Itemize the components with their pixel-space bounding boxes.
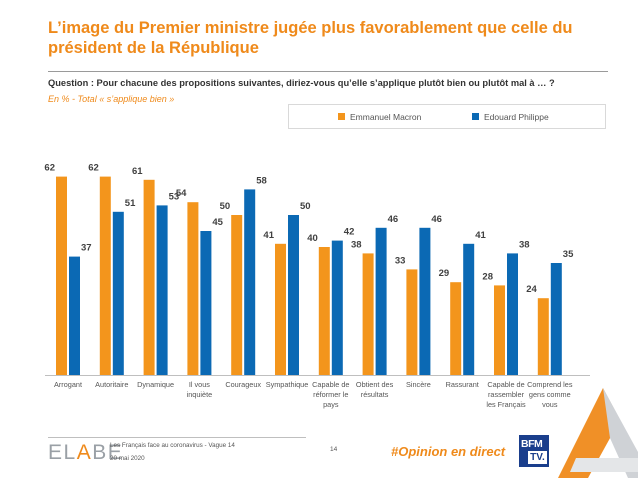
logo-part-1: EL — [48, 441, 77, 464]
logo-part-2: A — [76, 441, 93, 464]
bar-philippe-9 — [463, 243, 475, 375]
category-label-7-0: Obtient des — [356, 380, 394, 389]
bar-macron-9 — [450, 282, 462, 375]
category-label-6-2: pays — [323, 400, 339, 409]
bar-macron-7 — [362, 253, 374, 375]
category-label-1-0: Autoritaire — [95, 380, 128, 389]
bar-philippe-6 — [331, 240, 343, 375]
bar-philippe-0 — [69, 256, 80, 375]
bar-macron-0 — [56, 176, 67, 375]
category-label-11-2: vous — [542, 400, 558, 409]
value-label-macron-2: 61 — [132, 166, 143, 177]
value-label-macron-5: 41 — [263, 230, 274, 241]
bar-macron-4 — [231, 215, 243, 375]
legend-label-macron: Emmanuel Macron — [350, 112, 422, 122]
bar-philippe-10 — [507, 253, 518, 375]
bar-philippe-4 — [244, 189, 256, 375]
value-label-philippe-6: 42 — [344, 227, 355, 238]
bar-philippe-2 — [156, 205, 168, 375]
value-label-philippe-5: 50 — [300, 201, 311, 212]
bar-macron-10 — [494, 285, 505, 375]
footer-divider — [48, 437, 306, 438]
value-label-macron-4: 50 — [220, 201, 231, 212]
question-text: Question : Pour chacune des propositions… — [48, 78, 555, 88]
page-number: 14 — [330, 446, 338, 453]
category-label-8-0: Sincère — [406, 380, 431, 389]
tv-logo-text: TV. — [528, 451, 547, 464]
category-label-6-0: Capable de — [312, 380, 349, 389]
value-label-macron-7: 38 — [351, 239, 362, 250]
category-label-7-1: résultats — [361, 390, 389, 399]
survey-name: Les Français face au coronavirus - Vague… — [110, 442, 235, 449]
category-label-9-0: Rassurant — [446, 380, 479, 389]
value-label-macron-11: 24 — [526, 284, 537, 295]
category-label-11-0: Comprend les — [527, 380, 573, 389]
bar-philippe-5 — [288, 215, 299, 375]
chart-subtitle: En % - Total « s’applique bien » — [48, 94, 175, 104]
bar-philippe-3 — [200, 231, 212, 375]
bar-macron-8 — [406, 269, 418, 375]
bar-macron-11 — [537, 298, 549, 375]
legend-swatch-macron — [338, 113, 345, 120]
category-label-3-0: Il vous — [189, 380, 210, 389]
elabe-logo: ELABE — [48, 441, 123, 465]
bar-philippe-1 — [112, 211, 124, 375]
hashtag-text: #Opinion en direct — [391, 444, 506, 459]
bar-macron-6 — [318, 247, 330, 375]
value-label-macron-8: 33 — [395, 255, 406, 266]
title-divider — [48, 71, 608, 72]
value-label-philippe-7: 46 — [388, 214, 399, 225]
value-label-philippe-11: 35 — [563, 249, 574, 260]
value-label-macron-3: 54 — [176, 188, 187, 199]
category-label-11-1: gens comme — [529, 390, 571, 399]
chart-legend: Emmanuel Macron Edouard Philippe — [288, 104, 606, 129]
bar-macron-1 — [99, 176, 111, 375]
bfm-logo-text: BFM — [521, 438, 543, 450]
legend-swatch-philippe — [472, 113, 479, 120]
value-label-philippe-8: 46 — [431, 214, 442, 225]
value-label-macron-10: 28 — [482, 271, 493, 282]
logo-part-3: BE — [92, 441, 124, 464]
bar-macron-5 — [275, 243, 286, 375]
decorative-triangle-icon — [558, 388, 638, 478]
category-label-10-1: rassembler — [488, 390, 525, 399]
value-label-macron-6: 40 — [307, 233, 318, 244]
value-label-macron-1: 62 — [88, 163, 99, 174]
category-label-0-0: Arrogant — [54, 380, 82, 389]
bfmtv-logo: BFM TV. — [519, 435, 549, 467]
legend-item-macron: Emmanuel Macron — [338, 112, 421, 122]
category-label-6-1: réformer le — [313, 390, 348, 399]
category-label-3-1: inquiète — [187, 390, 213, 399]
category-label-5-0: Sympathique — [266, 380, 309, 389]
value-label-philippe-0: 37 — [81, 243, 92, 254]
value-label-philippe-3: 45 — [212, 217, 223, 228]
value-label-philippe-9: 41 — [475, 230, 486, 241]
category-label-10-0: Capable de — [487, 380, 524, 389]
value-label-philippe-1: 51 — [125, 198, 136, 209]
legend-item-philippe: Edouard Philippe — [472, 112, 549, 122]
category-label-4-0: Courageux — [225, 380, 261, 389]
value-label-philippe-4: 58 — [256, 175, 267, 186]
value-label-macron-9: 29 — [439, 268, 450, 279]
category-label-10-2: les Français — [486, 400, 526, 409]
survey-date: 20 mai 2020 — [110, 455, 145, 462]
legend-label-philippe: Edouard Philippe — [484, 112, 549, 122]
category-label-2-0: Dynamique — [137, 380, 174, 389]
bar-philippe-7 — [375, 227, 387, 375]
bar-macron-2 — [143, 179, 155, 375]
value-label-philippe-10: 38 — [519, 239, 530, 250]
value-label-philippe-2: 53 — [169, 191, 180, 202]
value-label-macron-0: 62 — [44, 163, 55, 174]
bar-macron-3 — [187, 202, 199, 375]
bar-philippe-8 — [419, 227, 431, 375]
bar-philippe-11 — [550, 263, 562, 375]
page-title: L’image du Premier ministre jugée plus f… — [48, 19, 573, 57]
